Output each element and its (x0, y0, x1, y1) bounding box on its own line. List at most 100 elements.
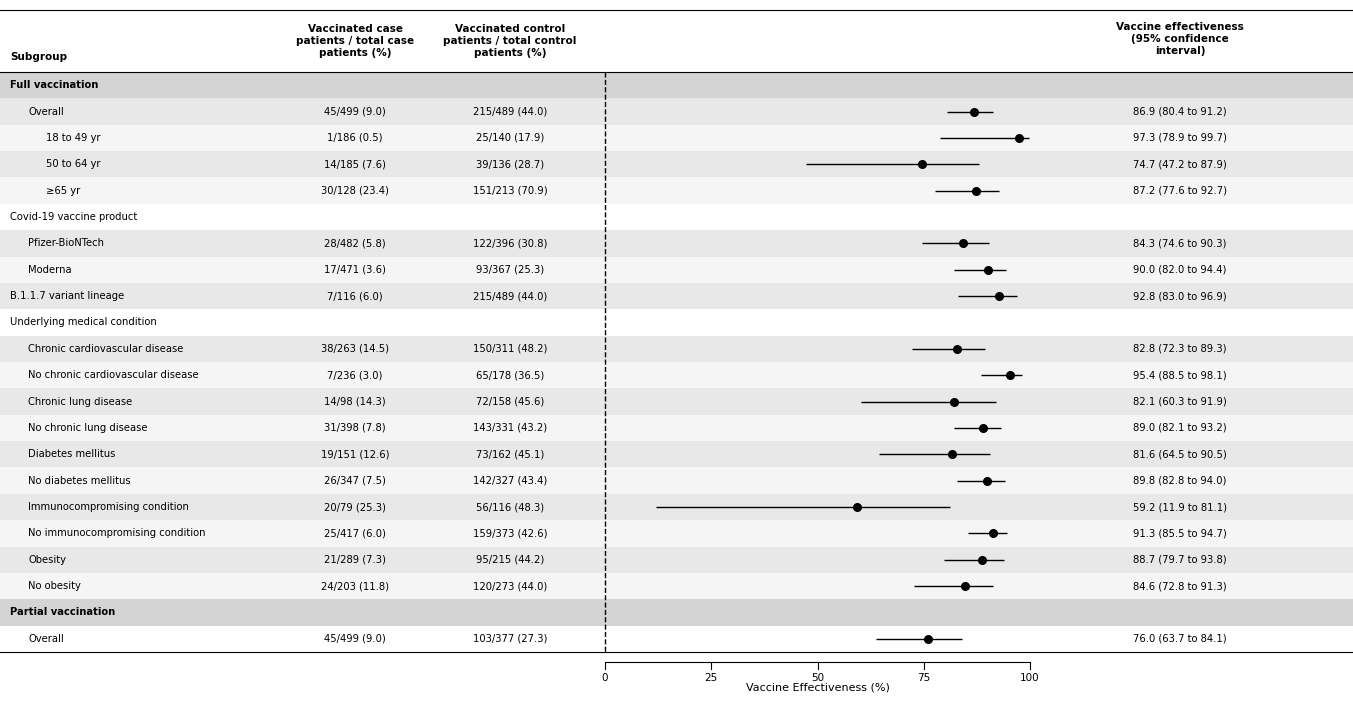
Text: 103/377 (27.3): 103/377 (27.3) (472, 633, 547, 644)
Text: Vaccine Effectiveness (%): Vaccine Effectiveness (%) (746, 682, 889, 692)
Text: No obesity: No obesity (28, 581, 81, 591)
Text: 87.2 (77.6 to 92.7): 87.2 (77.6 to 92.7) (1132, 186, 1227, 196)
Text: 39/136 (28.7): 39/136 (28.7) (476, 159, 544, 169)
Text: 1/186 (0.5): 1/186 (0.5) (327, 133, 383, 143)
Text: 20/79 (25.3): 20/79 (25.3) (325, 502, 386, 512)
Text: 50 to 64 yr: 50 to 64 yr (46, 159, 100, 169)
Bar (0, 283, 1353, 309)
Text: 28/482 (5.8): 28/482 (5.8) (325, 238, 386, 248)
Text: 82.8 (72.3 to 89.3): 82.8 (72.3 to 89.3) (1134, 344, 1227, 354)
Text: 30/128 (23.4): 30/128 (23.4) (321, 186, 388, 196)
Text: No chronic cardiovascular disease: No chronic cardiovascular disease (28, 370, 199, 380)
Text: 89.0 (82.1 to 93.2): 89.0 (82.1 to 93.2) (1134, 423, 1227, 433)
Text: 86.9 (80.4 to 91.2): 86.9 (80.4 to 91.2) (1134, 107, 1227, 117)
Text: 100: 100 (1020, 673, 1040, 683)
Text: Moderna: Moderna (28, 264, 72, 275)
Bar (0, 547, 1353, 573)
Text: Vaccinated control
patients / total control
patients (%): Vaccinated control patients / total cont… (444, 25, 576, 57)
Text: Vaccinated case
patients / total case
patients (%): Vaccinated case patients / total case pa… (296, 25, 414, 57)
Text: 25/417 (6.0): 25/417 (6.0) (325, 528, 386, 538)
Text: 143/331 (43.2): 143/331 (43.2) (474, 423, 547, 433)
Text: B.1.1.7 variant lineage: B.1.1.7 variant lineage (9, 291, 124, 301)
Text: 76.0 (63.7 to 84.1): 76.0 (63.7 to 84.1) (1134, 633, 1227, 644)
Text: 151/213 (70.9): 151/213 (70.9) (472, 186, 548, 196)
Bar (0, 493, 1353, 520)
Text: 25: 25 (705, 673, 718, 683)
Text: 74.7 (47.2 to 87.9): 74.7 (47.2 to 87.9) (1132, 159, 1227, 169)
Text: 84.3 (74.6 to 90.3): 84.3 (74.6 to 90.3) (1134, 238, 1227, 248)
Text: 31/398 (7.8): 31/398 (7.8) (325, 423, 386, 433)
Text: Subgroup: Subgroup (9, 52, 68, 62)
Text: 93/367 (25.3): 93/367 (25.3) (476, 264, 544, 275)
Text: No immunocompromising condition: No immunocompromising condition (28, 528, 206, 538)
Text: 88.7 (79.7 to 93.8): 88.7 (79.7 to 93.8) (1134, 555, 1227, 565)
Text: No chronic lung disease: No chronic lung disease (28, 423, 147, 433)
Text: 142/327 (43.4): 142/327 (43.4) (474, 476, 547, 486)
Bar (0, 151, 1353, 177)
Text: 97.3 (78.9 to 99.7): 97.3 (78.9 to 99.7) (1132, 133, 1227, 143)
Text: 120/273 (44.0): 120/273 (44.0) (474, 581, 547, 591)
Text: 215/489 (44.0): 215/489 (44.0) (474, 107, 547, 117)
Text: Pfizer-BioNTech: Pfizer-BioNTech (28, 238, 104, 248)
Bar (0, 124, 1353, 151)
Bar (0, 600, 1353, 626)
Bar (0, 415, 1353, 441)
Text: Full vaccination: Full vaccination (9, 80, 99, 90)
Text: 26/347 (7.5): 26/347 (7.5) (325, 476, 386, 486)
Text: 122/396 (30.8): 122/396 (30.8) (472, 238, 547, 248)
Text: 14/98 (14.3): 14/98 (14.3) (325, 397, 386, 407)
Text: Overall: Overall (28, 107, 64, 117)
Bar (0, 177, 1353, 204)
Text: 95/215 (44.2): 95/215 (44.2) (476, 555, 544, 565)
Text: 14/185 (7.6): 14/185 (7.6) (325, 159, 386, 169)
Bar (0, 72, 1353, 98)
Text: 45/499 (9.0): 45/499 (9.0) (325, 633, 386, 644)
Bar (0, 520, 1353, 547)
Text: 92.8 (83.0 to 96.9): 92.8 (83.0 to 96.9) (1134, 291, 1227, 301)
Bar (0, 573, 1353, 600)
Text: 65/178 (36.5): 65/178 (36.5) (476, 370, 544, 380)
Text: 84.6 (72.8 to 91.3): 84.6 (72.8 to 91.3) (1134, 581, 1227, 591)
Text: Diabetes mellitus: Diabetes mellitus (28, 449, 115, 460)
Text: 81.6 (64.5 to 90.5): 81.6 (64.5 to 90.5) (1132, 449, 1227, 460)
Bar (0, 204, 1353, 230)
Text: Vaccine effectiveness
(95% confidence
interval): Vaccine effectiveness (95% confidence in… (1116, 23, 1243, 56)
Text: ≥65 yr: ≥65 yr (46, 186, 80, 196)
Text: Covid-19 vaccine product: Covid-19 vaccine product (9, 212, 137, 222)
Text: 0: 0 (602, 673, 609, 683)
Text: 91.3 (85.5 to 94.7): 91.3 (85.5 to 94.7) (1132, 528, 1227, 538)
Text: 50: 50 (810, 673, 824, 683)
Text: 56/116 (48.3): 56/116 (48.3) (476, 502, 544, 512)
Text: 150/311 (48.2): 150/311 (48.2) (472, 344, 547, 354)
Text: 18 to 49 yr: 18 to 49 yr (46, 133, 100, 143)
Text: 75: 75 (917, 673, 931, 683)
Text: 215/489 (44.0): 215/489 (44.0) (474, 291, 547, 301)
Text: 90.0 (82.0 to 94.4): 90.0 (82.0 to 94.4) (1134, 264, 1227, 275)
Bar (0, 467, 1353, 493)
Text: 25/140 (17.9): 25/140 (17.9) (476, 133, 544, 143)
Bar (0, 98, 1353, 124)
Text: Obesity: Obesity (28, 555, 66, 565)
Text: 45/499 (9.0): 45/499 (9.0) (325, 107, 386, 117)
Text: Underlying medical condition: Underlying medical condition (9, 317, 157, 327)
Text: No diabetes mellitus: No diabetes mellitus (28, 476, 131, 486)
Text: 89.8 (82.8 to 94.0): 89.8 (82.8 to 94.0) (1134, 476, 1227, 486)
Bar (0, 388, 1353, 415)
Bar (0, 362, 1353, 388)
Text: Chronic cardiovascular disease: Chronic cardiovascular disease (28, 344, 184, 354)
Bar (0, 10, 1353, 72)
Bar (0, 626, 1353, 652)
Text: 82.1 (60.3 to 91.9): 82.1 (60.3 to 91.9) (1132, 397, 1227, 407)
Text: 38/263 (14.5): 38/263 (14.5) (321, 344, 390, 354)
Text: 159/373 (42.6): 159/373 (42.6) (472, 528, 547, 538)
Text: Chronic lung disease: Chronic lung disease (28, 397, 133, 407)
Text: Overall: Overall (28, 633, 64, 644)
Text: 72/158 (45.6): 72/158 (45.6) (476, 397, 544, 407)
Text: 95.4 (88.5 to 98.1): 95.4 (88.5 to 98.1) (1134, 370, 1227, 380)
Bar (0, 309, 1353, 336)
Bar (0, 230, 1353, 257)
Text: 7/116 (6.0): 7/116 (6.0) (327, 291, 383, 301)
Text: 7/236 (3.0): 7/236 (3.0) (327, 370, 383, 380)
Text: Immunocompromising condition: Immunocompromising condition (28, 502, 189, 512)
Text: 17/471 (3.6): 17/471 (3.6) (325, 264, 386, 275)
